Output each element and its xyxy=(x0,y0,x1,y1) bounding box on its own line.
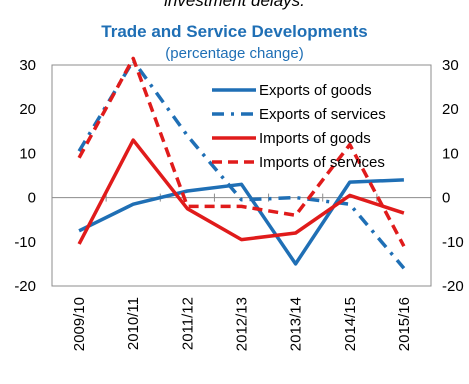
x-tick-label: 2014/15 xyxy=(342,297,359,351)
series-line-imports-of-goods xyxy=(77,138,405,245)
y-tick-right: 0 xyxy=(442,190,450,207)
y-tick-right: -10 xyxy=(442,234,464,251)
legend-label: Exports of services xyxy=(259,106,386,123)
x-tick-label: 2010/11 xyxy=(125,297,142,350)
y-tick-left: 30 xyxy=(19,57,36,74)
series-line-exports-of-services xyxy=(77,58,406,270)
x-tick-label: 2015/16 xyxy=(396,297,413,351)
top-caption: investment delays. xyxy=(164,0,305,10)
y-tick-right: 10 xyxy=(442,145,459,162)
series-line-exports-of-goods xyxy=(78,178,404,266)
x-tick-label: 2012/13 xyxy=(234,297,251,351)
x-tick-label: 2013/14 xyxy=(288,297,305,351)
y-tick-right: 20 xyxy=(442,101,459,118)
legend-label: Imports of goods xyxy=(259,130,371,147)
legend-label: Imports of services xyxy=(259,154,385,171)
y-tick-left: -10 xyxy=(14,234,36,251)
chart-title: Trade and Service Developments xyxy=(101,22,368,41)
x-tick-label: 2011/12 xyxy=(179,297,196,350)
plot-frame xyxy=(51,64,432,287)
y-tick-left: 20 xyxy=(19,101,36,118)
y-tick-left: 0 xyxy=(28,190,36,207)
y-tick-left: -20 xyxy=(14,278,36,295)
x-tick-label: 2009/10 xyxy=(71,297,88,351)
chart-subtitle: (percentage change) xyxy=(165,45,304,62)
y-tick-left: 10 xyxy=(19,145,36,162)
series-line-imports-of-services xyxy=(77,56,406,248)
y-tick-right: -20 xyxy=(442,278,464,295)
y-tick-right: 30 xyxy=(442,57,459,74)
legend-label: Exports of goods xyxy=(259,82,372,99)
